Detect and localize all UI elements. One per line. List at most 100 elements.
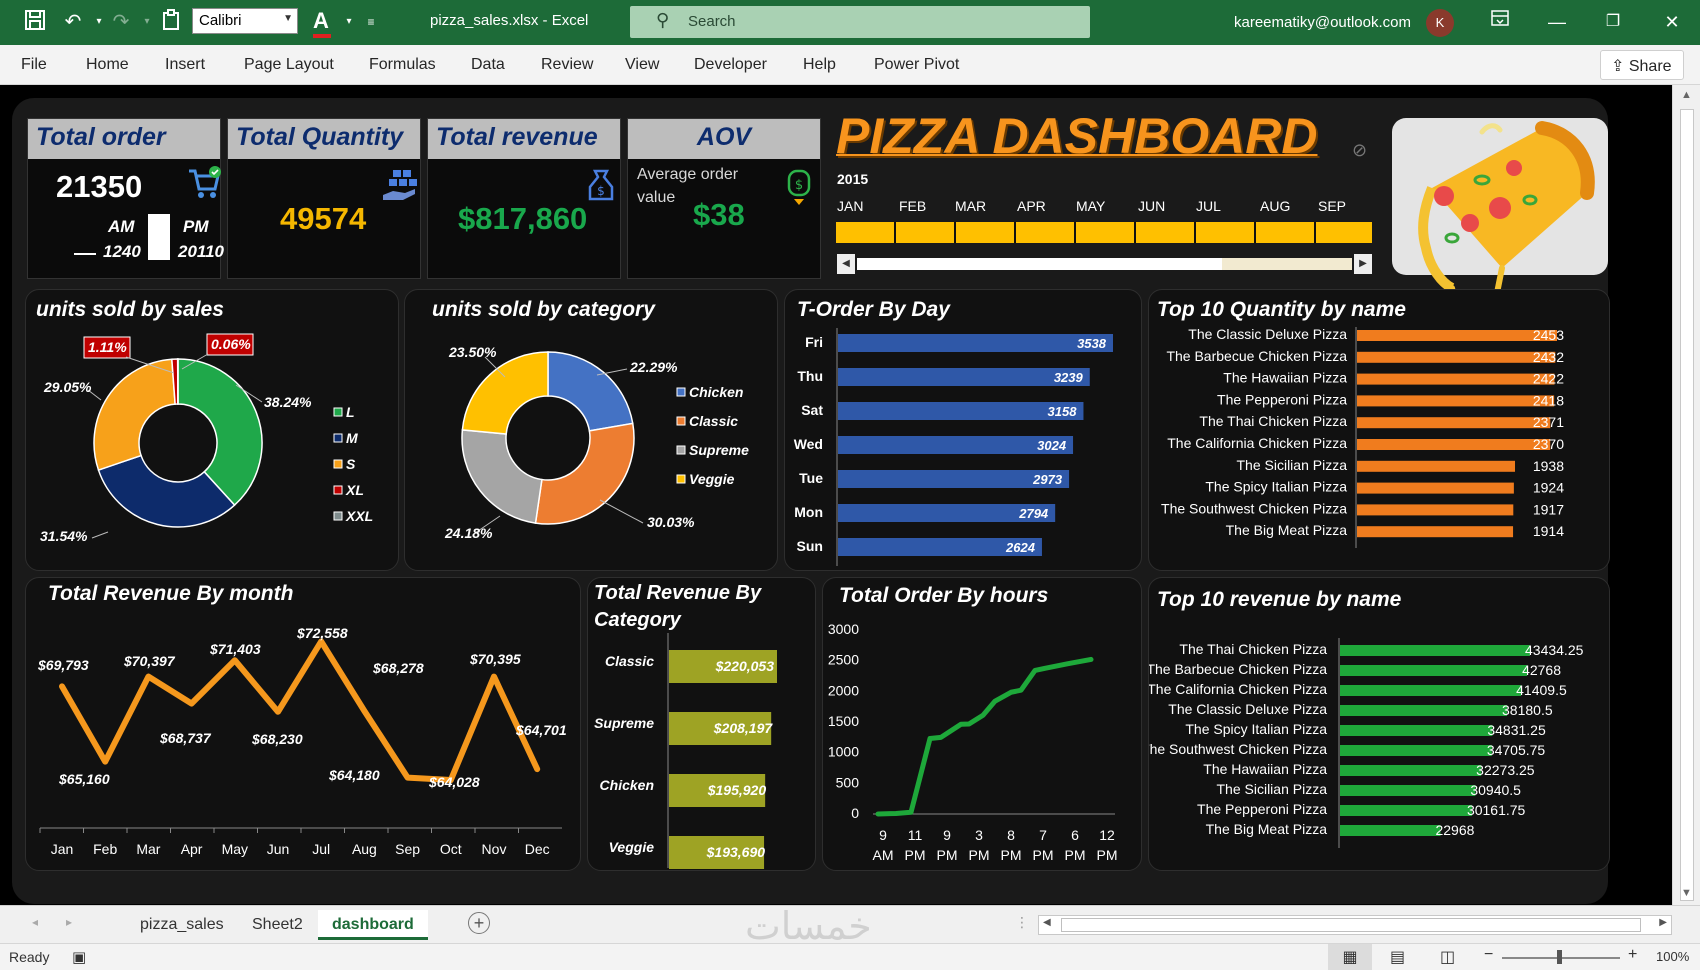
split-handle-icon[interactable]: ⋮ xyxy=(1015,914,1029,930)
page-break-view-icon[interactable]: ◫ xyxy=(1440,949,1456,966)
pie-slice xyxy=(547,351,634,432)
timeline-cell[interactable] xyxy=(1196,222,1256,243)
hscroll-right-icon[interactable]: ▶ xyxy=(1659,917,1667,928)
chart-title: Total Revenue By month xyxy=(48,582,294,605)
customize-toolbar-icon[interactable]: ≡ xyxy=(367,15,375,29)
bar xyxy=(1357,417,1551,429)
close-icon[interactable]: ✕ xyxy=(1664,12,1680,32)
bar xyxy=(838,368,1090,386)
add-sheet-icon[interactable]: + xyxy=(468,912,490,934)
menu-view[interactable]: View xyxy=(625,56,660,73)
undo-icon[interactable]: ↶ xyxy=(64,11,82,33)
save-icon[interactable] xyxy=(22,9,48,35)
menu-insert[interactable]: Insert xyxy=(165,56,206,73)
data-label: 0.06% xyxy=(211,336,251,352)
horizontal-scroll-thumb[interactable] xyxy=(1061,918,1641,932)
zoom-level[interactable]: 100% xyxy=(1656,949,1690,964)
redo-icon[interactable]: ↷ xyxy=(112,11,130,33)
vertical-scrollbar[interactable]: ▲ ▼ xyxy=(1672,85,1700,905)
sheet-tab-dashboard[interactable]: dashboard xyxy=(318,910,428,940)
chart-title: Top 10 revenue by name xyxy=(1157,588,1402,611)
timeline-month-label: SEP xyxy=(1318,198,1347,214)
font-name-box[interactable]: Calibri ▼ xyxy=(192,8,298,34)
tick-label: The Sicilian Pizza xyxy=(1217,781,1328,797)
data-label: 22.29% xyxy=(629,359,678,375)
search-box[interactable]: ⚲ Search xyxy=(630,6,1090,38)
share-button[interactable]: ⇪ Share xyxy=(1600,50,1684,80)
sheet-tab-sheet2[interactable]: Sheet2 xyxy=(252,916,303,933)
leader-line xyxy=(125,356,175,374)
zoom-in-icon[interactable]: + xyxy=(1628,946,1638,963)
panel-units-by-category: units sold by category 22.29% 30.03% 24.18… xyxy=(404,289,778,571)
timeline-scroll-thumb[interactable] xyxy=(857,258,1222,270)
timeline-cell[interactable] xyxy=(1316,222,1372,243)
timeline-cell[interactable] xyxy=(956,222,1016,243)
data-label: 23.50% xyxy=(448,344,497,360)
timeline-cell[interactable] xyxy=(1136,222,1196,243)
timeline-scrollbar[interactable]: ◀ ▶ xyxy=(837,254,1372,274)
menu-page-layout[interactable]: Page Layout xyxy=(244,56,334,73)
menu-power-pivot[interactable]: Power Pivot xyxy=(874,56,960,73)
panel-top10-revenue: Top 10 revenue by name The Thai Chicken … xyxy=(1148,577,1610,871)
zoom-slider-thumb[interactable] xyxy=(1557,950,1562,964)
tick-label: Classic xyxy=(605,653,654,669)
timeline-cell[interactable] xyxy=(1016,222,1076,243)
hscroll-left-icon[interactable]: ◀ xyxy=(1043,917,1051,928)
pie-slice xyxy=(461,351,549,435)
timeline-cell[interactable] xyxy=(896,222,956,243)
legend-label: Chicken xyxy=(689,384,743,400)
bar xyxy=(1357,482,1514,494)
zoom-out-icon[interactable]: − xyxy=(1484,946,1494,963)
timeline-cell[interactable] xyxy=(836,222,896,243)
horizontal-scrollbar[interactable]: ◀ ▶ xyxy=(1038,915,1672,935)
data-label: 2794 xyxy=(1018,506,1049,521)
panel-orders-by-hour: Total Order By hours 3000 2500 2000 1500 100… xyxy=(822,577,1142,871)
font-color-dropdown-icon[interactable]: ▾ xyxy=(346,16,352,27)
avatar[interactable]: K xyxy=(1426,9,1454,37)
menu-help[interactable]: Help xyxy=(803,56,836,73)
data-label: $193,690 xyxy=(706,844,766,860)
macro-record-icon[interactable]: ▣ xyxy=(72,949,87,966)
scroll-up-icon[interactable]: ▲ xyxy=(1681,89,1692,101)
tick-label: Oct xyxy=(440,841,462,857)
tab-scroll-right-icon[interactable]: ▸ xyxy=(66,915,73,929)
menu-file[interactable]: File xyxy=(21,56,47,73)
paste-format-icon[interactable] xyxy=(158,9,184,35)
font-color-button[interactable]: A xyxy=(313,8,331,38)
minimize-icon[interactable]: — xyxy=(1548,12,1566,32)
menu-developer[interactable]: Developer xyxy=(694,56,767,73)
tab-scroll-left-icon[interactable]: ◂ xyxy=(32,915,39,929)
menu-formulas[interactable]: Formulas xyxy=(369,56,436,73)
tick-label: The Hawaiian Pizza xyxy=(1203,761,1327,777)
scroll-down-icon[interactable]: ▼ xyxy=(1681,887,1692,899)
page-layout-view-icon[interactable]: ▤ xyxy=(1390,949,1406,966)
normal-view-icon[interactable]: ▦ xyxy=(1328,944,1372,970)
data-label-box xyxy=(83,336,131,359)
ribbon-display-icon[interactable] xyxy=(1488,10,1512,34)
undo-dropdown-icon[interactable]: ▾ xyxy=(96,16,102,27)
redo-dropdown-icon[interactable]: ▾ xyxy=(144,16,150,27)
timeline-cell[interactable] xyxy=(1256,222,1316,243)
data-label: 2371 xyxy=(1533,414,1564,430)
tick-label: Apr xyxy=(181,841,203,857)
menu-review[interactable]: Review xyxy=(541,56,594,73)
leader-line xyxy=(484,356,506,378)
data-label: 31.54% xyxy=(40,528,88,544)
am-value: 1240 xyxy=(103,242,141,261)
menu-home[interactable]: Home xyxy=(86,56,129,73)
bar xyxy=(838,538,1042,556)
restore-icon[interactable]: ❐ xyxy=(1605,13,1621,30)
timeline-scroll-right-icon[interactable]: ▶ xyxy=(1354,254,1372,274)
menu-data[interactable]: Data xyxy=(471,56,505,73)
sheet-tab-pizza-sales[interactable]: pizza_sales xyxy=(140,916,224,933)
timeline-cell[interactable] xyxy=(1076,222,1136,243)
user-email[interactable]: kareematiky@outlook.com xyxy=(1234,14,1411,31)
data-label: 42768 xyxy=(1522,662,1561,678)
clear-filter-icon[interactable]: ⊘ xyxy=(1352,140,1368,160)
timeline-scroll-left-icon[interactable]: ◀ xyxy=(837,254,855,274)
timeline-month-label: FEB xyxy=(899,198,927,214)
tick-label: 2000 xyxy=(828,682,859,698)
timeline-month-label: AUG xyxy=(1260,198,1291,214)
vertical-scroll-thumb[interactable] xyxy=(1680,109,1694,901)
tick-label: The Barbecue Chicken Pizza xyxy=(1149,661,1327,677)
